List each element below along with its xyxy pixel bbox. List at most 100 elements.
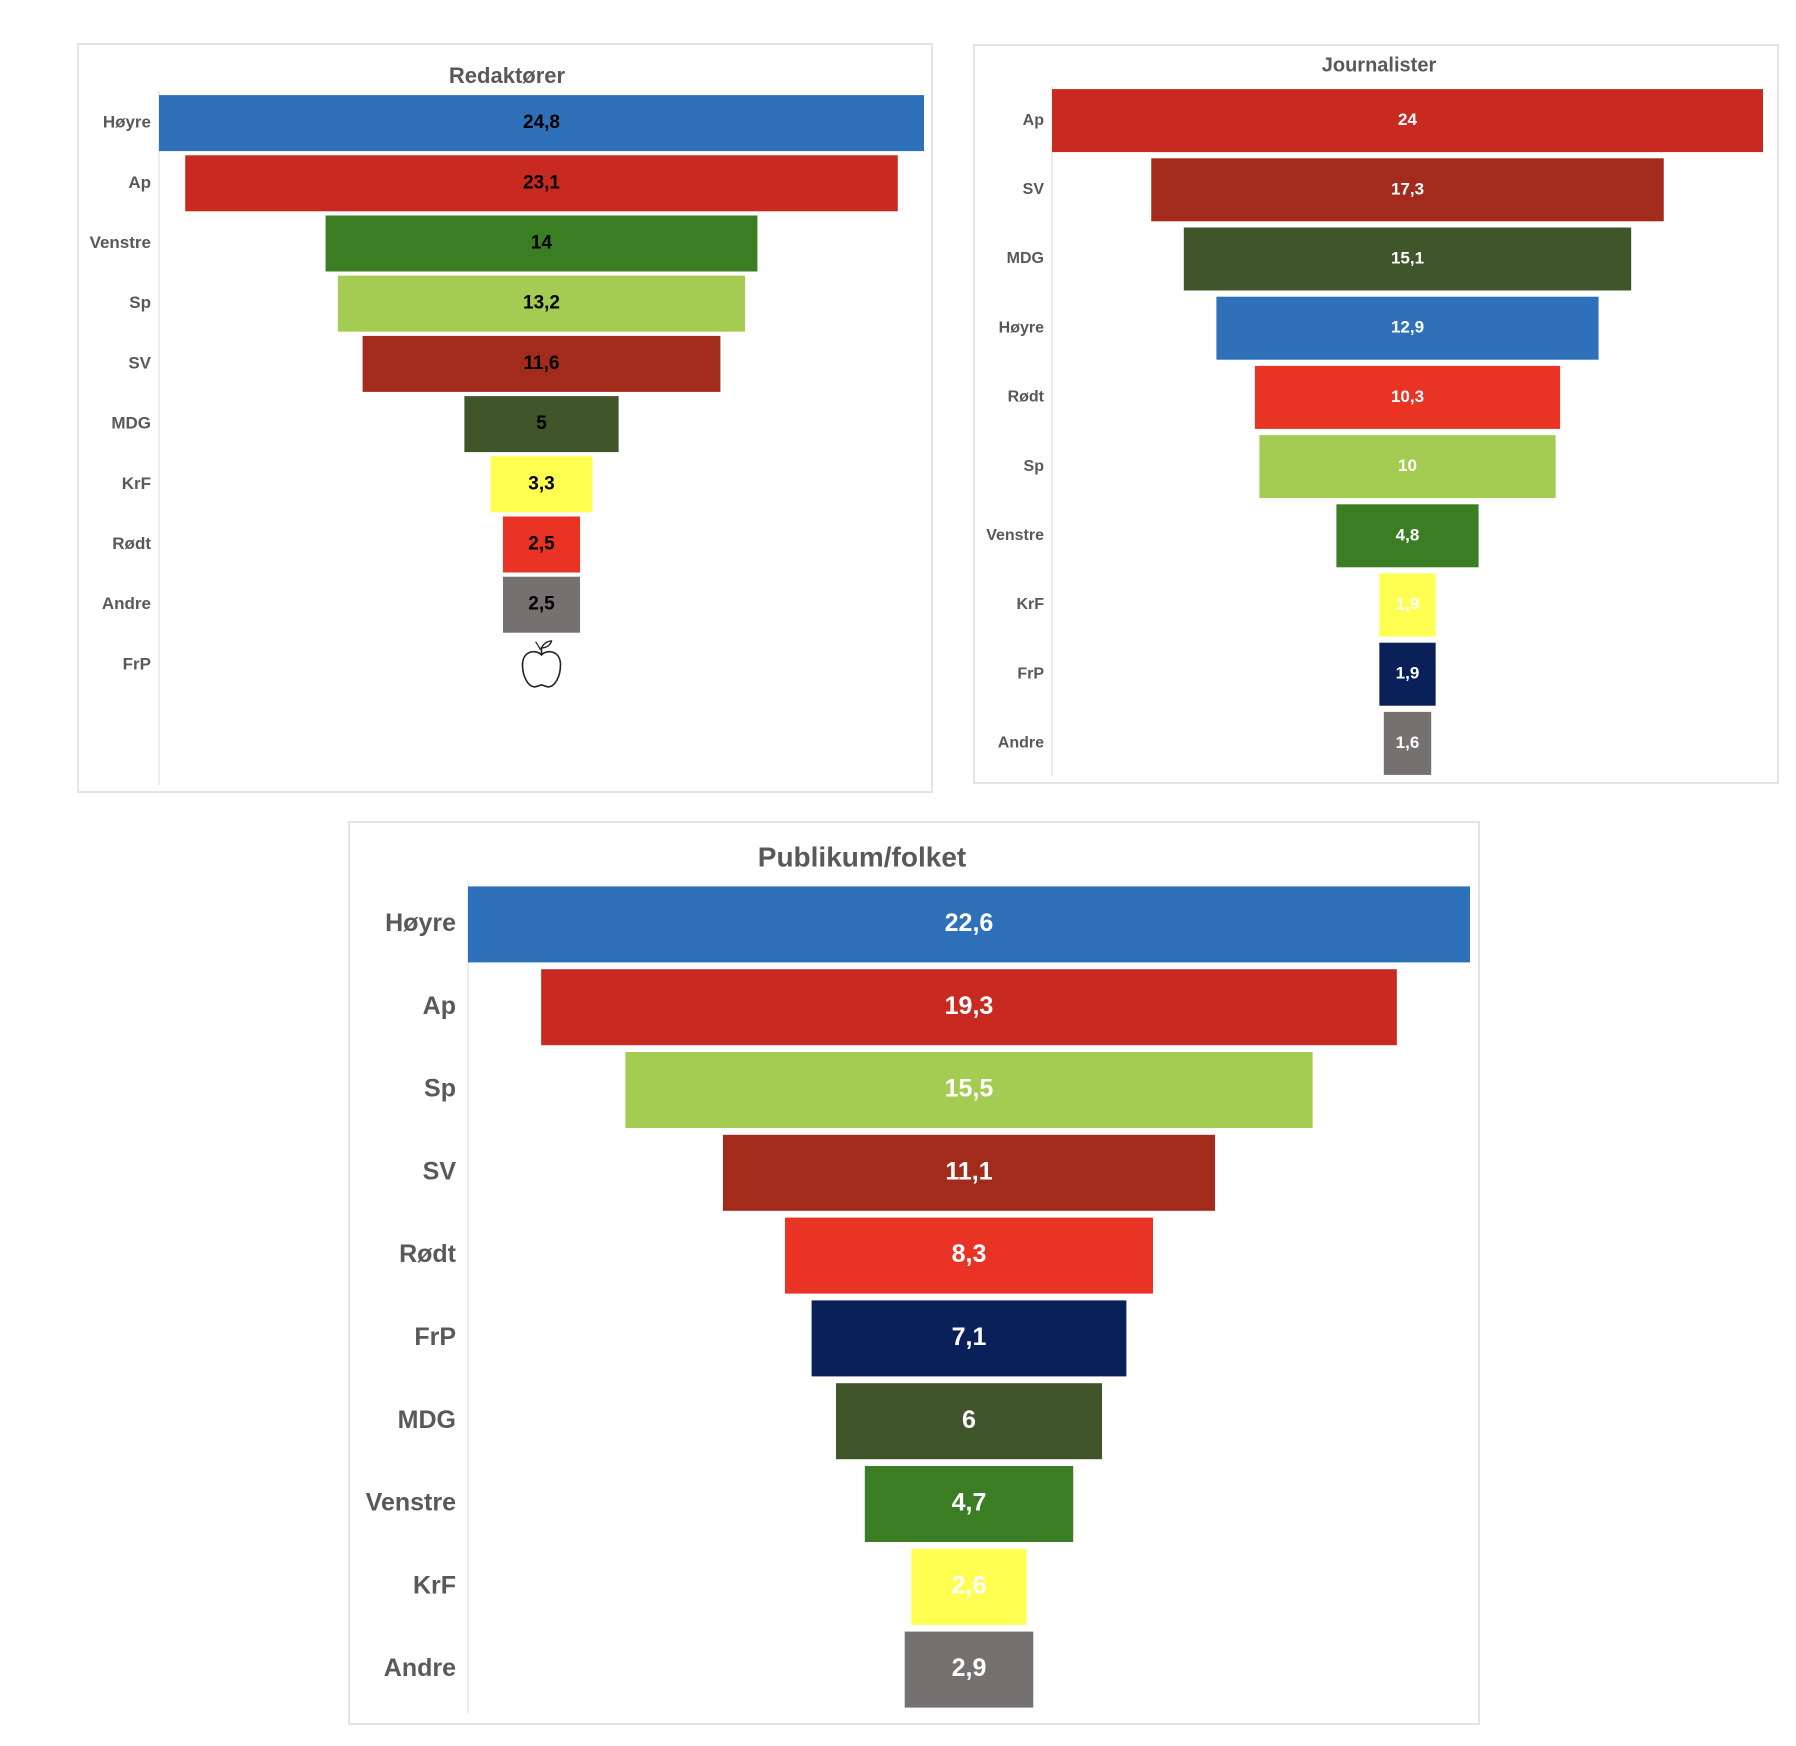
category-label: Sp xyxy=(1024,458,1045,475)
category-label: Ap xyxy=(423,992,456,1020)
data-label: 11,1 xyxy=(945,1157,992,1185)
bar-sp xyxy=(1259,435,1556,499)
category-label: SV xyxy=(423,1157,457,1185)
bar-mdg xyxy=(464,396,619,453)
data-label: 2,5 xyxy=(528,534,555,555)
bar-frp xyxy=(1379,642,1436,706)
bar-andre xyxy=(904,1631,1034,1708)
data-label: 2,9 xyxy=(952,1654,987,1682)
bar-venstre xyxy=(1336,504,1479,568)
bars: 24 17,3 15,1 12,9 10,3 10 4,8 1,9 1,9 1,6 xyxy=(1052,89,1763,775)
bar-venstre xyxy=(864,1466,1074,1542)
category-label: Andre xyxy=(384,1654,456,1682)
data-label: 4,7 xyxy=(952,1489,987,1517)
category-label: Sp xyxy=(424,1075,456,1103)
chart-publikum-plot: Publikum/folket 22,6 19,3 15,5 11,1 8,3 7,1 6 4… xyxy=(366,841,1470,1713)
category-label: Høyre xyxy=(999,319,1044,336)
category-label: SV xyxy=(1023,181,1045,198)
bar-sv xyxy=(1151,158,1664,222)
category-label: Venstre xyxy=(986,527,1044,544)
data-label: 22,6 xyxy=(945,909,994,937)
data-label: 19,3 xyxy=(945,992,994,1020)
data-label: 1,6 xyxy=(1396,733,1420,752)
bar-frp xyxy=(811,1300,1127,1377)
data-label: 24,8 xyxy=(523,112,560,133)
category-label: FrP xyxy=(123,654,151,673)
data-label: 11,6 xyxy=(524,353,560,374)
data-label: 15,5 xyxy=(945,1075,994,1103)
category-label: Rødt xyxy=(112,534,151,553)
bar-r-dt xyxy=(785,1217,1153,1294)
data-label: 10,3 xyxy=(1391,387,1424,406)
chart-journalister-plot: Journalister 24 17,3 15,1 12,9 10,3 10 4,8 1,9 1… xyxy=(986,54,1763,776)
bar-r-dt xyxy=(502,516,581,573)
chart-publikum: Publikum/folket 22,6 19,3 15,5 11,1 8,3 7,1 6 4… xyxy=(348,821,1480,1725)
category-label: FrP xyxy=(414,1323,456,1351)
bar-mdg xyxy=(1183,227,1632,291)
chart-redaktorer-plot: Redaktører 24,823,11413,211,653,32,52,5 … xyxy=(90,63,924,785)
bar-krf xyxy=(490,456,593,513)
bar-andre xyxy=(1383,711,1432,775)
bars: 22,6 19,3 15,5 11,1 8,3 7,1 6 4,7 2,6 2,9 xyxy=(468,886,1470,1708)
category-label: Andre xyxy=(998,735,1044,752)
category-label: Venstre xyxy=(90,233,151,252)
category-label: Sp xyxy=(129,293,151,312)
bar-sv xyxy=(362,335,721,392)
data-label: 2,6 xyxy=(952,1571,987,1599)
chart-title: Journalister xyxy=(1322,54,1437,76)
category-label: Høyre xyxy=(385,909,456,937)
bar-ap xyxy=(541,969,1397,1046)
data-label: 15,1 xyxy=(1391,248,1424,267)
data-label: 10 xyxy=(1398,456,1417,475)
category-label: FrP xyxy=(1017,665,1044,682)
bar-ap xyxy=(1052,89,1763,153)
category-label: Venstre xyxy=(366,1489,456,1517)
category-label: Ap xyxy=(1023,112,1045,129)
category-label: Ap xyxy=(128,173,151,192)
category-label: Høyre xyxy=(103,113,151,132)
data-label: 6 xyxy=(962,1406,976,1434)
category-label: KrF xyxy=(1016,596,1044,613)
data-label: 13,2 xyxy=(523,293,560,314)
data-label: 2,5 xyxy=(528,594,555,615)
category-label: Rødt xyxy=(1008,389,1045,406)
bar-venstre xyxy=(325,215,758,272)
bar-sv xyxy=(722,1134,1216,1211)
bar-krf xyxy=(1379,573,1436,637)
data-label: 3,3 xyxy=(528,473,554,494)
bar-krf xyxy=(911,1548,1027,1625)
category-label: SV xyxy=(128,353,151,372)
bar-sp xyxy=(625,1052,1313,1128)
data-label: 14 xyxy=(531,233,553,254)
category-label: KrF xyxy=(413,1571,456,1599)
data-label: 7,1 xyxy=(952,1323,987,1351)
category-label: Andre xyxy=(102,594,151,613)
data-label: 12,9 xyxy=(1391,318,1424,337)
data-label: 4,8 xyxy=(1396,525,1420,544)
chart-title: Publikum/folket xyxy=(758,841,966,872)
category-label: MDG xyxy=(398,1406,456,1434)
category-label: Rødt xyxy=(399,1240,457,1268)
data-label: 8,3 xyxy=(952,1240,987,1268)
data-label: 1,9 xyxy=(1396,664,1420,683)
data-label: 5 xyxy=(536,413,547,434)
bar-h-yre xyxy=(1216,296,1599,360)
bar-sp xyxy=(337,275,746,332)
bar-h-yre xyxy=(468,886,1470,963)
category-label: MDG xyxy=(111,414,151,433)
chart-title: Redaktører xyxy=(449,63,566,88)
bar-r-dt xyxy=(1254,365,1561,429)
bar-mdg xyxy=(835,1383,1103,1460)
bars: 24,8 23,1 14 13,2 11,6 5 3,3 2,5 2,5 xyxy=(159,95,924,688)
data-label: 1,9 xyxy=(1396,594,1420,613)
chart-redaktorer: Redaktører 24,8 23,1 14 13,2 11,6 5 3,3 2,5 2,5 … xyxy=(77,43,933,793)
bar-h-yre xyxy=(159,95,924,152)
apple-icon xyxy=(521,640,562,688)
data-label: 23,1 xyxy=(523,172,560,193)
chart-journalister: Journalister 24 17,3 15,1 12,9 10,3 10 4,8 1,9 1… xyxy=(973,44,1779,784)
category-label: KrF xyxy=(122,474,151,493)
category-label: MDG xyxy=(1007,250,1044,267)
bar-andre xyxy=(502,576,581,633)
bar-ap xyxy=(185,155,898,212)
data-label: 17,3 xyxy=(1391,179,1424,198)
